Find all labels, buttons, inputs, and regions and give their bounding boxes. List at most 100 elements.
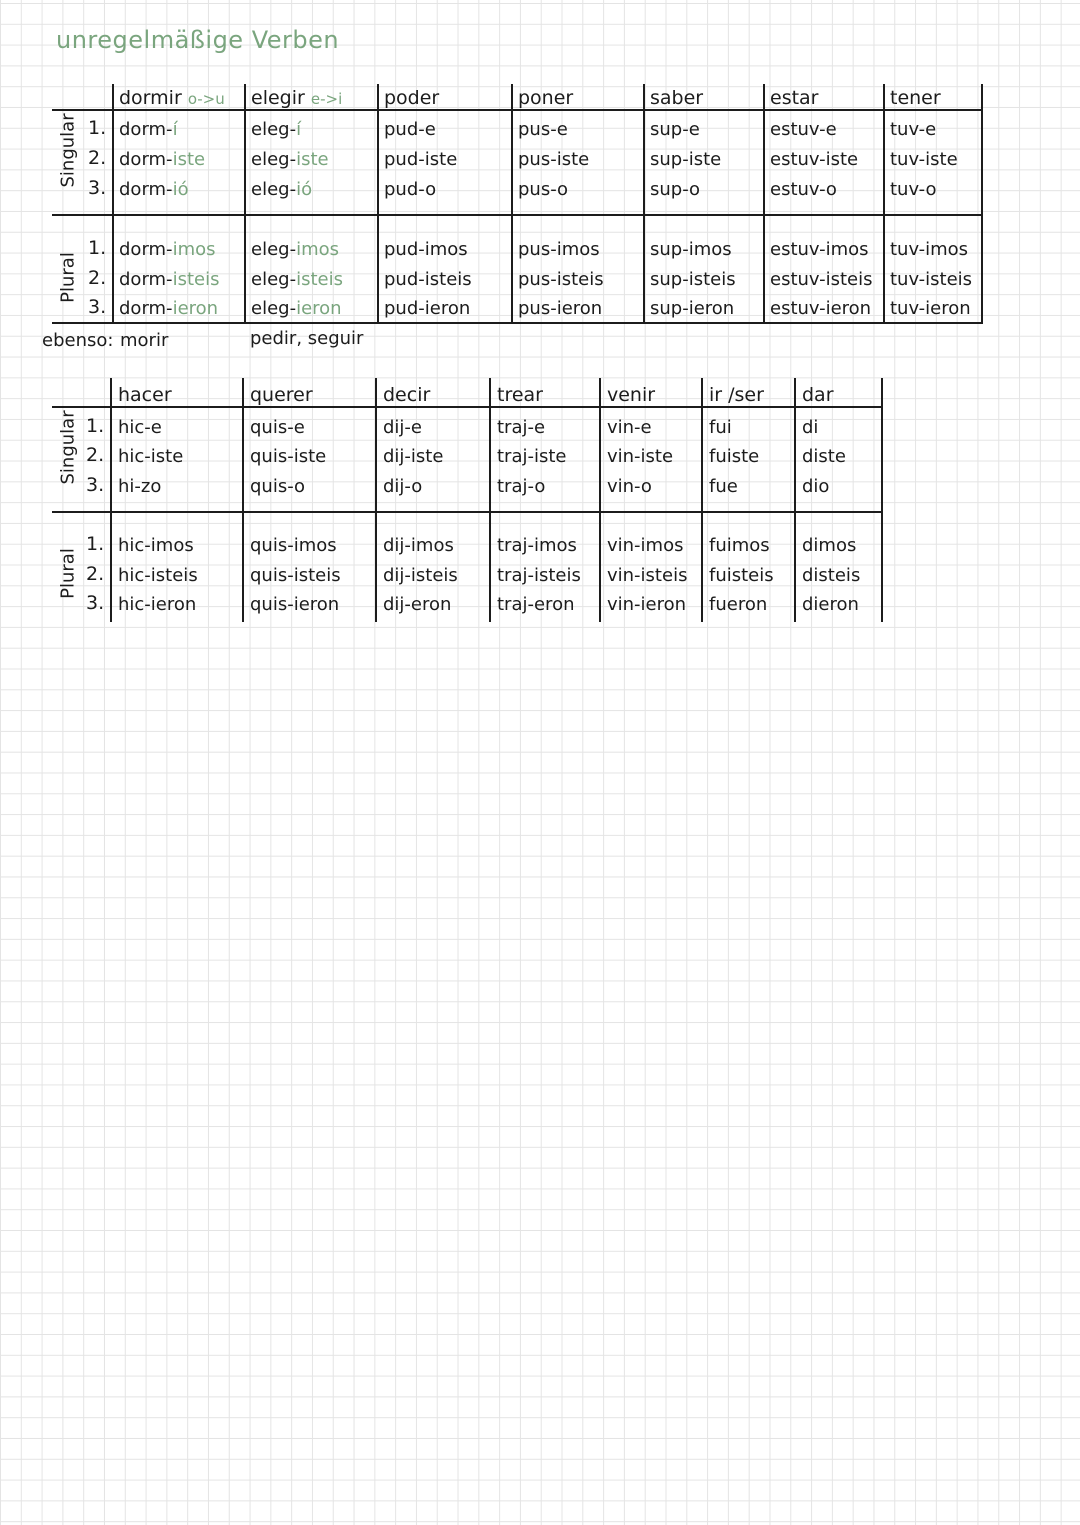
form-stem: dorm- [119, 179, 173, 200]
form-stem: hic-isteis [118, 565, 198, 586]
person-number: 2. [86, 563, 105, 585]
verb-name: elegir [251, 87, 305, 109]
verb-form: eleg-ieron [251, 298, 342, 320]
plural-label: Plural [57, 252, 79, 303]
person-number: 1. [86, 415, 105, 437]
form-stem: dorm- [119, 269, 173, 290]
verb-form: traj-eron [497, 594, 574, 616]
verb-form: sup-iste [650, 149, 721, 171]
verb-form: eleg-isteis [251, 269, 343, 291]
verb-form: dij-o [383, 476, 422, 498]
vowel-change-note: e->i [310, 90, 343, 108]
verb-form: hic-iste [118, 446, 183, 468]
person-number: 3. [88, 177, 107, 199]
form-stem: fui [709, 417, 732, 438]
verb-header: hacer [118, 384, 172, 406]
form-stem: quis-iste [250, 446, 327, 467]
form-stem: fuisteis [709, 565, 774, 586]
ebenso-label: ebenso: [42, 330, 114, 351]
person-number: 2. [88, 267, 107, 289]
verb-form: sup-e [650, 119, 700, 141]
column-divider [643, 84, 645, 324]
form-ending: ieron [296, 298, 342, 319]
verb-form: fuiste [709, 446, 759, 468]
verb-header: poner [518, 87, 573, 109]
form-stem: tuv-ieron [890, 298, 971, 319]
person-number: 1. [86, 533, 105, 555]
verb-header: elegir e->i [251, 87, 342, 110]
verb-form: dij-imos [383, 535, 454, 557]
form-stem: dorm- [119, 119, 173, 140]
verb-form: eleg-í [251, 119, 301, 141]
form-stem: sup-e [650, 119, 700, 140]
verb-form: dorm-isteis [119, 269, 219, 291]
form-stem: dij-isteis [383, 565, 458, 586]
form-stem: pus-imos [518, 239, 600, 260]
form-stem: dimos [802, 535, 857, 556]
form-stem: eleg- [251, 149, 297, 170]
singular-label: Singular [57, 113, 79, 188]
form-stem: quis-e [250, 417, 305, 438]
verb-form: eleg-imos [251, 239, 339, 261]
verb-name: dormir [119, 87, 182, 109]
verb-form: eleg-iste [251, 149, 329, 171]
bottom-border [52, 322, 981, 324]
verb-name: poder [384, 87, 440, 109]
verb-form: pud-isteis [384, 269, 472, 291]
verb-form: pus-ieron [518, 298, 602, 320]
column-divider [489, 378, 491, 622]
form-stem: di [802, 417, 819, 438]
form-stem: vin-imos [607, 535, 684, 556]
verb-form: fuimos [709, 535, 770, 557]
form-stem: eleg- [251, 119, 297, 140]
verb-form: estuv-ieron [770, 298, 871, 320]
verb-form: dorm-imos [119, 239, 216, 261]
column-divider [981, 84, 983, 324]
form-stem: estuv-iste [770, 149, 859, 170]
verb-form: tuv-imos [890, 239, 968, 261]
person-number: 3. [86, 474, 105, 496]
verb-name: poner [518, 87, 574, 109]
form-stem: pus-o [518, 179, 569, 200]
form-stem: dij-imos [383, 535, 454, 556]
plural-label: Plural [57, 548, 79, 599]
form-stem: estuv-e [770, 119, 837, 140]
form-stem: tuv-o [890, 179, 937, 200]
form-stem: estuv-imos [770, 239, 869, 260]
verb-form: sup-ieron [650, 298, 734, 320]
verb-form: fue [709, 476, 738, 498]
column-divider [763, 84, 765, 324]
form-stem: tuv-iste [890, 149, 958, 170]
verb-form: vin-imos [607, 535, 683, 557]
form-stem: eleg- [251, 179, 297, 200]
form-stem: fueron [709, 594, 768, 615]
form-stem: tuv-imos [890, 239, 969, 260]
verb-form: pud-imos [384, 239, 468, 261]
column-divider [701, 378, 703, 622]
verb-form: hi-zo [118, 476, 161, 498]
form-stem: eleg- [251, 298, 297, 319]
verb-form: vin-o [607, 476, 652, 498]
form-stem: sup-ieron [650, 298, 735, 319]
verb-name: trear [497, 384, 543, 406]
person-number: 1. [88, 237, 107, 259]
verb-name: querer [250, 384, 313, 406]
verb-form: pus-iste [518, 149, 589, 171]
verb-form: dorm-ió [119, 179, 189, 201]
form-stem: quis-isteis [250, 565, 341, 586]
verb-form: dieron [802, 594, 859, 616]
verb-form: dorm-ieron [119, 298, 218, 320]
verb-form: pus-o [518, 179, 568, 201]
form-stem: pud-e [384, 119, 436, 140]
verb-form: tuv-o [890, 179, 936, 201]
form-ending: ió [296, 179, 313, 200]
column-divider [599, 378, 601, 622]
verb-form: hic-ieron [118, 594, 196, 616]
form-stem: estuv-ieron [770, 298, 872, 319]
verb-form: pud-ieron [384, 298, 470, 320]
page-title: unregelmäßige Verben [56, 26, 340, 54]
verb-header: decir [383, 384, 430, 406]
form-stem: dorm- [119, 149, 173, 170]
form-stem: pud-isteis [384, 269, 472, 290]
verb-form: dorm-í [119, 119, 178, 141]
